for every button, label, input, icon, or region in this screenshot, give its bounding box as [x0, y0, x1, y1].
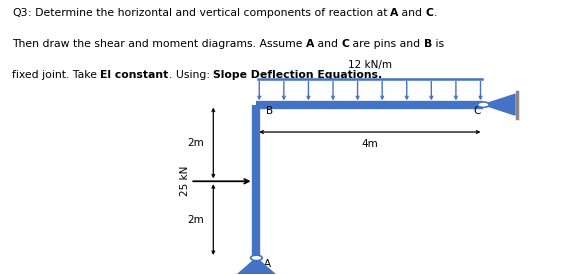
Text: A: A: [390, 7, 398, 18]
Text: A: A: [305, 39, 314, 49]
Text: is: is: [432, 39, 444, 49]
Text: and: and: [314, 39, 342, 49]
Text: Slope Deflection Equations.: Slope Deflection Equations.: [213, 70, 382, 81]
Text: B: B: [424, 39, 432, 49]
Text: A: A: [264, 259, 271, 269]
Text: C: C: [426, 7, 434, 18]
Text: 12 kN/m: 12 kN/m: [348, 60, 392, 70]
Text: C: C: [473, 106, 480, 116]
Text: and: and: [398, 7, 426, 18]
Text: 4m: 4m: [362, 139, 378, 149]
Text: are pins and: are pins and: [349, 39, 424, 49]
Text: Q3: Q3: [12, 7, 28, 18]
Text: C: C: [341, 39, 349, 49]
Circle shape: [251, 255, 262, 261]
Text: 2m: 2m: [188, 138, 204, 148]
Text: 25 kN: 25 kN: [180, 166, 190, 196]
Text: 2m: 2m: [188, 214, 204, 225]
Text: fixed joint. Take: fixed joint. Take: [12, 70, 101, 81]
Text: . Using:: . Using:: [169, 70, 213, 81]
Text: Then draw the shear and moment diagrams. Assume: Then draw the shear and moment diagrams.…: [12, 39, 306, 49]
Text: : Determine the horizontal and vertical components of reaction at: : Determine the horizontal and vertical …: [28, 7, 391, 18]
Text: .: .: [434, 7, 437, 18]
Text: El constant: El constant: [100, 70, 169, 81]
Text: B: B: [266, 106, 272, 116]
Circle shape: [478, 102, 489, 108]
Polygon shape: [234, 258, 278, 275]
Polygon shape: [483, 94, 515, 115]
